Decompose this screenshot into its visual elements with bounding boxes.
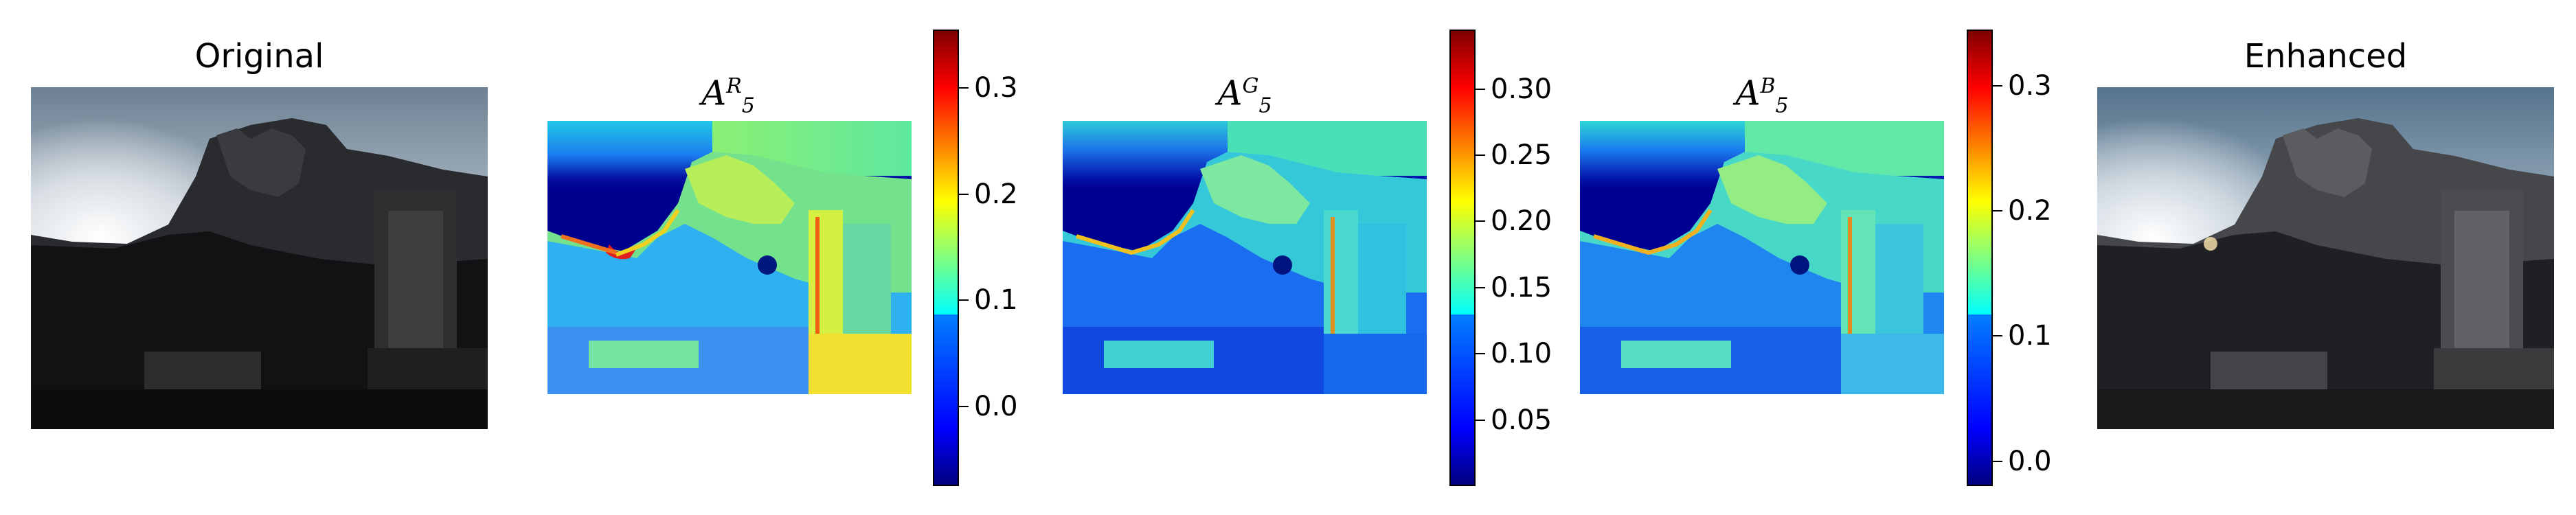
colorbar-tick-label: 0.25 — [1491, 139, 1552, 172]
map-g-superscript: G — [1242, 74, 1259, 98]
colorbar-tick — [959, 87, 969, 89]
colorbar-tick — [1993, 84, 2002, 87]
map-b-drawing — [1580, 121, 1944, 394]
map-b-heatmap — [1580, 121, 1944, 394]
enhanced-photo — [2097, 87, 2554, 429]
map-r-subscript: 5 — [741, 93, 755, 118]
original-photo-drawing — [31, 87, 488, 429]
colorbar-tick-label: 0.0 — [2008, 445, 2052, 477]
colorbar-tick — [1993, 460, 2002, 462]
colorbar-tick — [1476, 353, 1485, 355]
map-r-heatmap — [547, 121, 912, 394]
colorbar-tick-label: 0.3 — [2008, 69, 2052, 102]
map-g-heatmap — [1063, 121, 1427, 394]
colorbar-tick — [1476, 220, 1485, 222]
map-b-subscript: 5 — [1775, 93, 1789, 118]
enhanced-photo-drawing — [2097, 87, 2554, 429]
map-b-colorbar — [1967, 30, 1993, 486]
colorbar-tick-label: 0.30 — [1491, 73, 1552, 105]
map-r-symbol: A — [701, 73, 727, 113]
colorbar-tick-label: 0.2 — [974, 178, 1018, 210]
colorbar-tick — [1993, 335, 2002, 337]
map-g-colorbar — [1449, 30, 1476, 486]
colorbar-tick-label: 0.15 — [1491, 271, 1552, 304]
colorbar-tick — [959, 406, 969, 407]
map-g-title: AG5 — [1063, 66, 1427, 127]
colorbar-tick — [1476, 286, 1485, 288]
colorbar-tick — [959, 193, 969, 195]
colorbar-tick-label: 0.2 — [2008, 195, 2052, 227]
colorbar-tick — [1993, 210, 2002, 212]
map-g-subscript: 5 — [1258, 93, 1272, 118]
map-b-title: AB5 — [1580, 66, 1944, 127]
original-photo — [31, 87, 488, 429]
colorbar-tick-label: 0.1 — [974, 284, 1018, 317]
map-g-drawing — [1063, 121, 1427, 394]
colorbar-tick-label: 0.10 — [1491, 338, 1552, 370]
map-b-symbol: A — [1735, 73, 1761, 113]
map-g-symbol: A — [1217, 73, 1243, 113]
colorbar-tick-label: 0.3 — [974, 72, 1018, 104]
enhanced-title: Enhanced — [2244, 37, 2408, 76]
original-title: Original — [194, 37, 324, 76]
colorbar-tick-label: 0.0 — [974, 391, 1018, 422]
map-r-colorbar — [933, 30, 959, 486]
map-r-drawing — [547, 121, 912, 394]
colorbar-tick — [959, 299, 969, 301]
colorbar-tick-label: 0.1 — [2008, 320, 2052, 352]
colorbar-tick — [1476, 154, 1485, 157]
colorbar-tick-label: 0.05 — [1491, 404, 1552, 436]
map-r-superscript: R — [726, 74, 742, 98]
colorbar-tick — [1476, 88, 1485, 90]
map-b-superscript: B — [1760, 74, 1776, 98]
map-r-title: AR5 — [546, 66, 910, 127]
colorbar-tick — [1476, 419, 1485, 421]
colorbar-tick-label: 0.20 — [1491, 205, 1552, 238]
